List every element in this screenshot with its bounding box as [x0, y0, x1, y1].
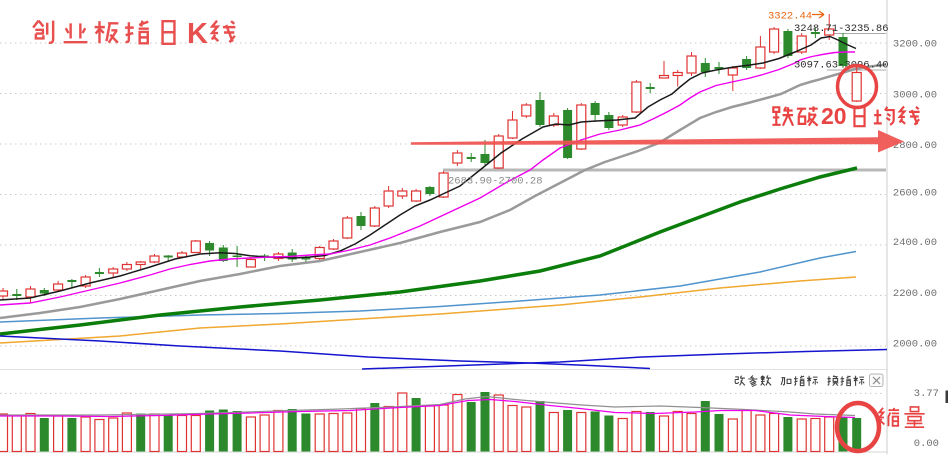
- svg-text:3000.00: 3000.00: [893, 90, 937, 102]
- svg-text:2800.00: 2800.00: [893, 140, 937, 152]
- svg-text:2000.00: 2000.00: [893, 339, 937, 351]
- svg-text:0.00: 0.00: [914, 438, 939, 450]
- svg-text:3322.44: 3322.44: [768, 11, 812, 23]
- svg-text:2400.00: 2400.00: [893, 237, 937, 249]
- svg-text:3248.71-3235.86: 3248.71-3235.86: [794, 23, 889, 35]
- svg-text:2600.00: 2600.00: [893, 187, 937, 199]
- svg-text:2200.00: 2200.00: [893, 288, 937, 300]
- svg-text:3097.63-3096.40: 3097.63-3096.40: [794, 60, 889, 72]
- svg-text:3.77: 3.77: [914, 388, 939, 400]
- svg-text:20: 20: [821, 103, 847, 129]
- svg-text:K: K: [187, 18, 208, 50]
- svg-text:3200.00: 3200.00: [893, 39, 937, 51]
- svg-text:2683.90-2700.28: 2683.90-2700.28: [448, 176, 543, 188]
